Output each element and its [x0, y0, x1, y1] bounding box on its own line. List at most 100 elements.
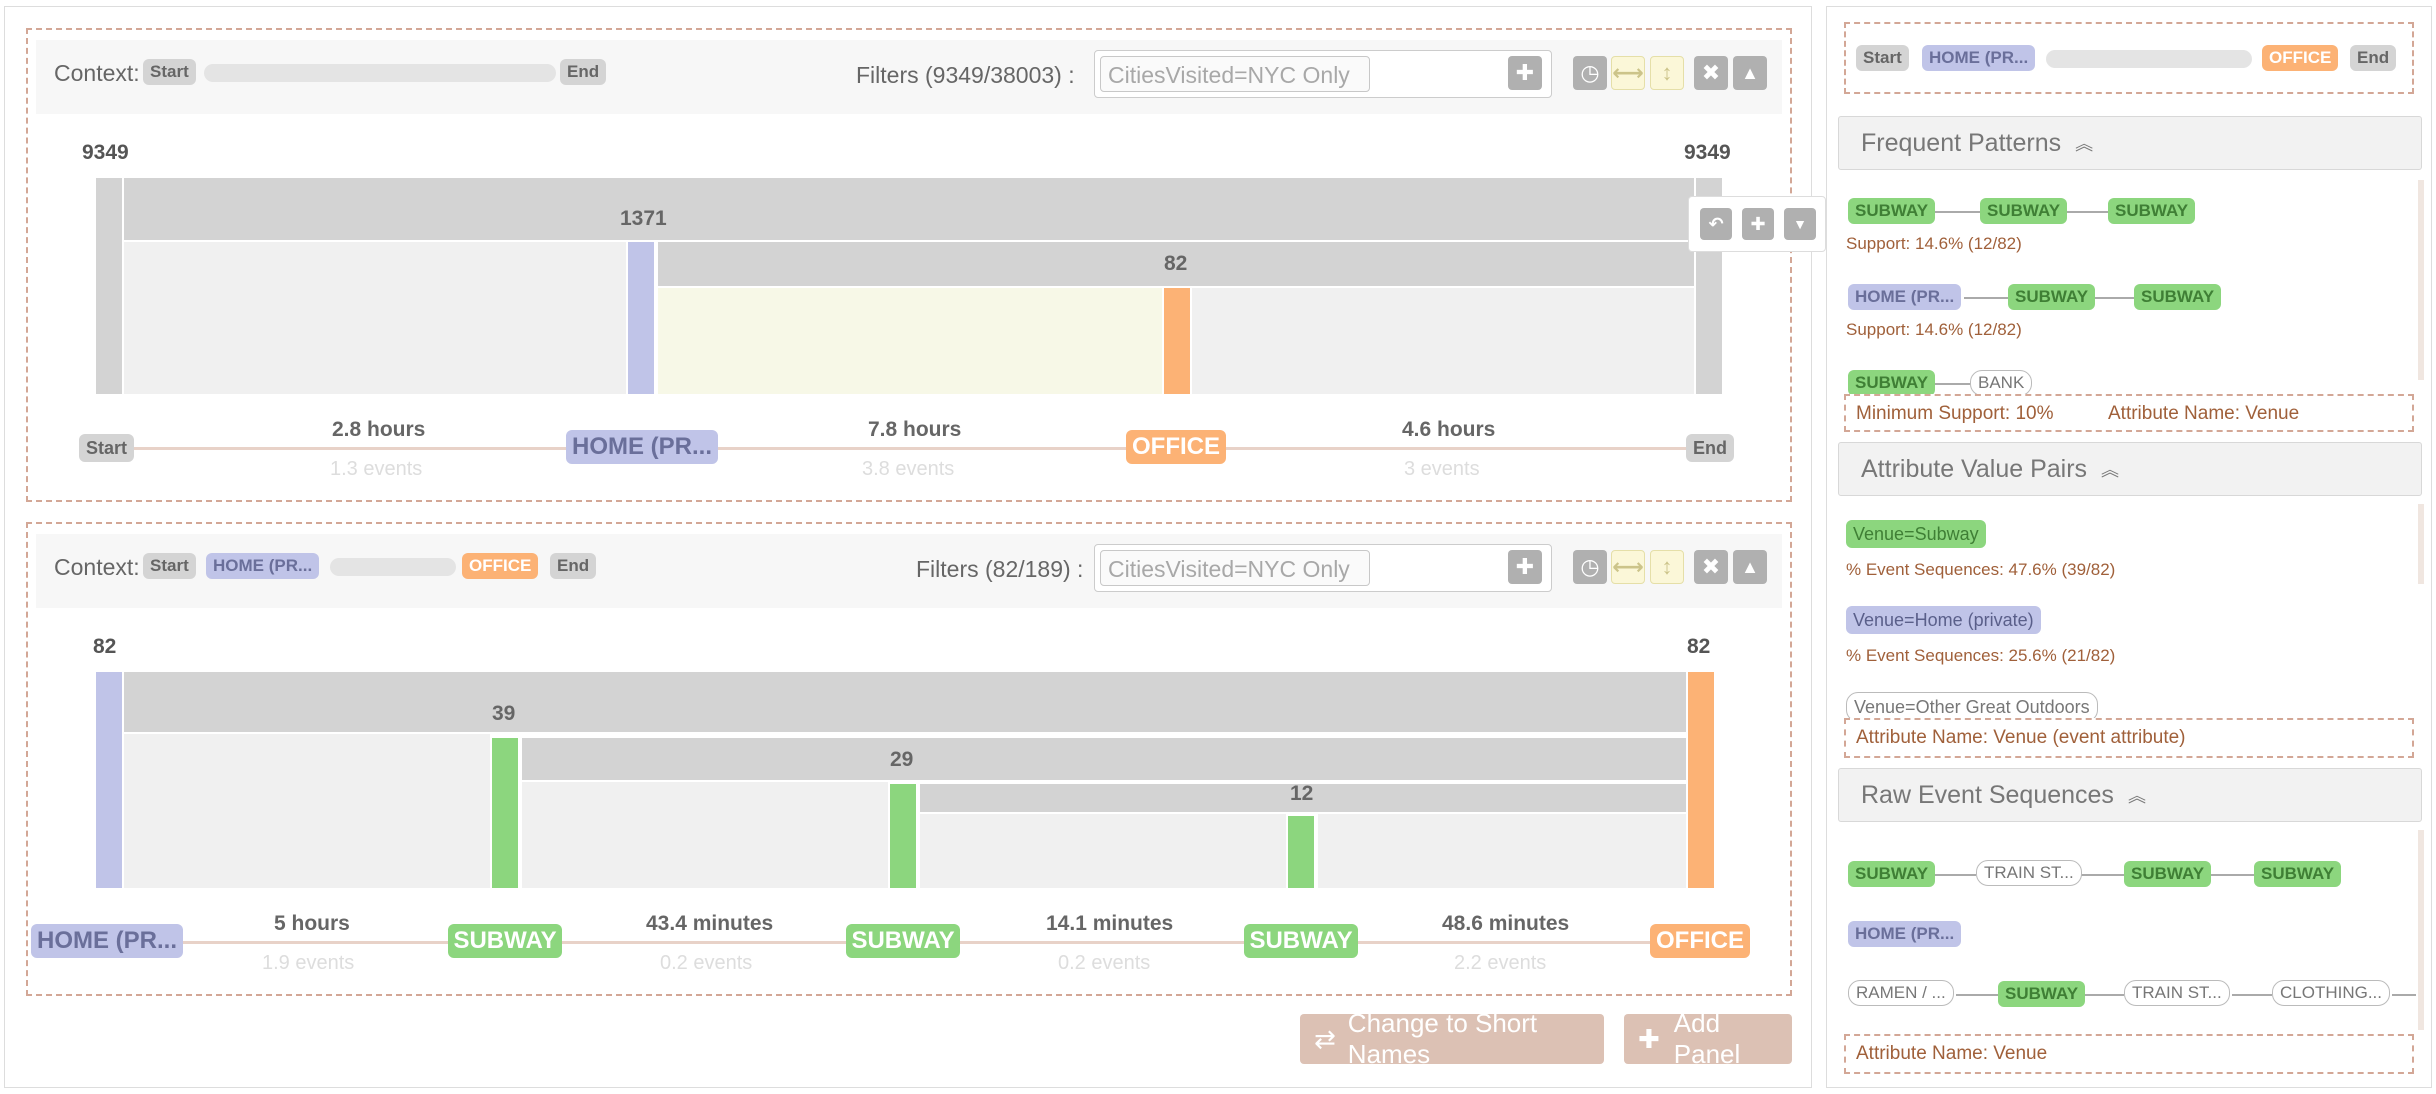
raw-1-item-4[interactable]: SUBWAY: [2254, 861, 2342, 887]
events-3: 0.2 events: [1058, 952, 1151, 974]
frequent-patterns-settings[interactable]: [1844, 394, 2414, 432]
context-end[interactable]: End: [560, 59, 607, 85]
chevrons-up-icon[interactable]: ︽: [2127, 786, 2146, 806]
attr-pairs-settings[interactable]: [1844, 718, 2414, 758]
context-slot[interactable]: [2046, 50, 2252, 68]
attr-pair-1[interactable]: Venue=Subway: [1846, 520, 1986, 548]
pattern-1-item-1[interactable]: SUBWAY: [1848, 198, 1936, 224]
path-area-left[interactable]: [124, 242, 626, 394]
node-office[interactable]: OFFICE: [1650, 924, 1750, 958]
office-column[interactable]: [1164, 288, 1190, 394]
scrollbar-track[interactable]: [2418, 180, 2424, 380]
context-start[interactable]: Start: [1856, 45, 1909, 71]
context-office[interactable]: OFFICE: [462, 553, 539, 579]
subway-column-3[interactable]: [1288, 816, 1314, 888]
context-end[interactable]: End: [2350, 45, 2397, 71]
context-slot[interactable]: [204, 64, 556, 82]
home-column[interactable]: [628, 242, 654, 394]
plus-icon[interactable]: ✚: [1742, 208, 1774, 240]
node-office[interactable]: OFFICE: [1126, 430, 1226, 464]
path-area-2[interactable]: [522, 782, 888, 888]
pattern-2-item-2[interactable]: SUBWAY: [2008, 284, 2096, 310]
clock-icon[interactable]: ◷: [1573, 550, 1607, 584]
caret-up-icon[interactable]: ▲: [1733, 56, 1767, 90]
close-icon[interactable]: ✖: [1694, 56, 1728, 90]
node-subway-2[interactable]: SUBWAY: [846, 924, 960, 958]
caret-up-icon[interactable]: ▲: [1733, 550, 1767, 584]
arrows-vertical-icon[interactable]: ↕: [1650, 550, 1684, 584]
pattern-3-item-2[interactable]: BANK: [1970, 370, 2033, 394]
raw-3-item-3[interactable]: TRAIN ST...: [2124, 980, 2230, 1006]
path-bar-2[interactable]: [522, 738, 1686, 780]
scrollbar-track[interactable]: [2418, 504, 2424, 584]
events-4: 2.2 events: [1454, 952, 1547, 974]
path-bar-top[interactable]: [124, 672, 1686, 732]
path-area-1[interactable]: [124, 734, 490, 888]
path-bar-mid[interactable]: [658, 242, 1694, 286]
chevrons-up-icon[interactable]: ︽: [2101, 460, 2120, 480]
context-start[interactable]: Start: [143, 59, 196, 85]
context-home[interactable]: HOME (PR...: [206, 553, 320, 579]
pattern-3-item-1[interactable]: SUBWAY: [1848, 370, 1936, 394]
plus-icon[interactable]: ✚: [1508, 550, 1542, 584]
context-start[interactable]: Start: [143, 553, 196, 579]
undo-icon[interactable]: ↶: [1700, 208, 1732, 240]
arrows-horizontal-icon[interactable]: ⟷: [1611, 550, 1645, 584]
subway-column-2[interactable]: [890, 784, 916, 888]
filter-chip[interactable]: [1100, 550, 1370, 586]
context-home[interactable]: HOME (PR...: [1922, 45, 2036, 71]
path-bar-3[interactable]: [920, 784, 1686, 812]
close-icon[interactable]: ✖: [1694, 550, 1728, 584]
path-area-highlight[interactable]: [658, 288, 1162, 394]
context-office[interactable]: OFFICE: [2262, 45, 2339, 71]
clock-icon[interactable]: ◷: [1573, 56, 1607, 90]
arrows-vertical-icon[interactable]: ↕: [1650, 56, 1684, 90]
node-end[interactable]: End: [1686, 434, 1734, 462]
filter-chip[interactable]: [1100, 56, 1370, 92]
node-start[interactable]: Start: [79, 434, 135, 462]
arrows-horizontal-icon[interactable]: ⟷: [1611, 56, 1645, 90]
office-column[interactable]: [1688, 672, 1714, 888]
change-short-names-button[interactable]: ⇄ Change to Short Names: [1300, 1008, 1604, 1069]
min-support: Minimum Support: 10%: [1856, 403, 2054, 424]
bar-label-1371: 1371: [620, 207, 667, 230]
raw-3-item-2[interactable]: SUBWAY: [1998, 981, 2086, 1007]
context-end[interactable]: End: [550, 553, 597, 579]
chevrons-up-icon[interactable]: ︽: [2075, 134, 2094, 154]
attr-pair-3[interactable]: Venue=Other Great Outdoors: [1846, 692, 2098, 718]
node-home[interactable]: HOME (PR...: [566, 430, 718, 464]
context-slot[interactable]: [330, 558, 456, 576]
path-bar-top[interactable]: [124, 178, 1694, 240]
path-area-right[interactable]: [1192, 288, 1694, 394]
attr-pair-2[interactable]: Venue=Home (private): [1846, 606, 2041, 634]
path-area-4[interactable]: [1318, 814, 1686, 888]
attribute-value-pairs-header[interactable]: Attribute Value Pairs ︽: [1838, 442, 2422, 496]
caret-down-icon[interactable]: ▼: [1784, 208, 1816, 240]
start-column[interactable]: [96, 178, 122, 394]
pattern-2-item-3[interactable]: SUBWAY: [2134, 284, 2222, 310]
attr-pair-3-clip: Venue=Other Great Outdoors: [1840, 690, 2420, 718]
home-column[interactable]: [96, 672, 122, 888]
node-home[interactable]: HOME (PR...: [31, 924, 183, 958]
raw-event-sequences-header[interactable]: Raw Event Sequences ︽: [1838, 768, 2422, 822]
add-panel-button[interactable]: ✚ Add Panel: [1624, 1008, 1792, 1069]
raw-1-item-2[interactable]: TRAIN ST...: [1976, 860, 2082, 886]
subway-column-1[interactable]: [492, 738, 518, 888]
path-area-3[interactable]: [920, 814, 1286, 888]
raw-2-item-1[interactable]: HOME (PR...: [1848, 921, 1962, 947]
pattern-2-item-1[interactable]: HOME (PR...: [1848, 284, 1962, 310]
node-subway-1[interactable]: SUBWAY: [448, 924, 562, 958]
raw-1-item-3[interactable]: SUBWAY: [2124, 861, 2212, 887]
plus-icon[interactable]: ✚: [1508, 56, 1542, 90]
frequent-patterns-header[interactable]: Frequent Patterns ︽: [1838, 116, 2422, 170]
pattern-3-clip: SUBWAY BANK: [1840, 368, 2420, 394]
raw-sequences-settings[interactable]: [1844, 1034, 2414, 1074]
scrollbar-track[interactable]: [2418, 830, 2424, 1030]
raw-3-item-4[interactable]: CLOTHING...: [2272, 980, 2391, 1006]
connector: [1934, 874, 1976, 876]
raw-1-item-1[interactable]: SUBWAY: [1848, 861, 1936, 887]
pattern-1-item-3[interactable]: SUBWAY: [2108, 198, 2196, 224]
node-subway-3[interactable]: SUBWAY: [1244, 924, 1358, 958]
pattern-1-item-2[interactable]: SUBWAY: [1980, 198, 2068, 224]
raw-3-item-1[interactable]: RAMEN / ...: [1848, 980, 1954, 1006]
